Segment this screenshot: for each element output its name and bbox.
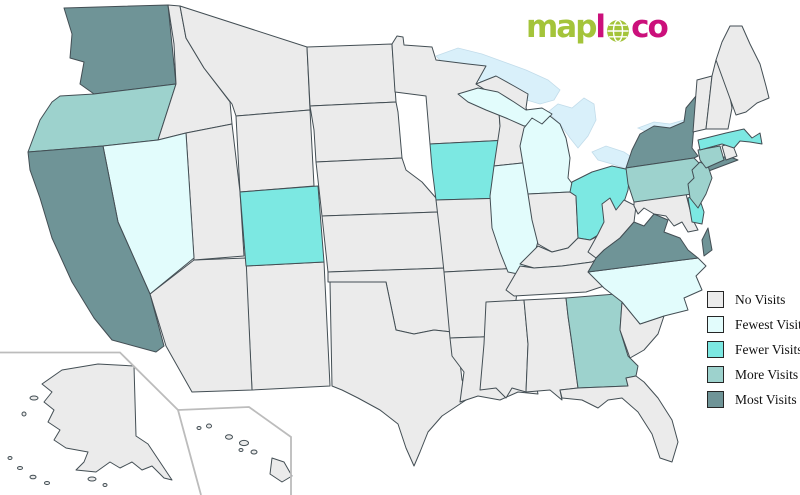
globe-icon xyxy=(606,16,630,50)
states-group xyxy=(7,4,770,487)
alaska-island xyxy=(87,476,97,482)
state-minnesota xyxy=(391,35,511,145)
legend-swatch-fewest-visits xyxy=(707,316,724,333)
legend-item-more-visits: More Visits xyxy=(707,362,800,387)
state-utah xyxy=(185,123,245,261)
inset-border-lines xyxy=(0,351,292,495)
legend-swatch-no-visits xyxy=(707,291,724,308)
state-north-dakota xyxy=(306,43,397,107)
alaska-island xyxy=(44,481,50,485)
alaska-island xyxy=(102,483,108,487)
state-connecticut xyxy=(697,145,725,169)
legend-item-most-visits: Most Visits xyxy=(707,387,800,412)
state-south-dakota xyxy=(309,101,403,163)
hawaii-island xyxy=(250,449,258,455)
state-michigan-upper-peninsula xyxy=(457,87,553,127)
hawaii-island xyxy=(238,448,244,452)
state-wyoming xyxy=(235,109,315,193)
legend-item-fewest-visits: Fewest Visits xyxy=(707,312,800,337)
legend-swatch-most-visits xyxy=(707,391,724,408)
state-colorado xyxy=(239,185,325,267)
legend-item-fewer-visits: Fewer Visits xyxy=(707,337,800,362)
state-hawaii xyxy=(196,423,293,483)
alaska-island xyxy=(7,456,13,460)
legend-label-no-visits: No Visits xyxy=(735,291,786,307)
alaska-inset-border xyxy=(0,351,202,495)
state-new-mexico xyxy=(245,261,331,391)
legend-swatch-more-visits xyxy=(707,366,724,383)
state-kansas xyxy=(321,211,447,273)
state-massachusetts xyxy=(697,128,763,151)
legend-label-fewest-visits: Fewest Visits xyxy=(735,316,800,332)
alaska-island xyxy=(17,466,23,470)
hawaii-island xyxy=(196,426,202,430)
state-florida xyxy=(559,375,679,463)
alaska-island xyxy=(29,474,37,480)
state-michigan-lower-peninsula xyxy=(519,115,575,195)
state-california xyxy=(27,145,165,353)
maploco-logo[interactable]: map l co xyxy=(526,9,669,50)
hawaii-inset-border xyxy=(177,406,292,495)
hawaii-island xyxy=(206,423,212,429)
alaska-island xyxy=(21,411,27,417)
legend-swatch-fewer-visits xyxy=(707,341,724,358)
logo-map-text: map xyxy=(526,9,597,45)
lake-huron-shape xyxy=(547,97,597,149)
state-maine xyxy=(715,25,770,116)
state-nebraska xyxy=(315,157,439,217)
legend-label-most-visits: Most Visits xyxy=(735,391,797,407)
alaska-mainland xyxy=(41,363,173,481)
legend-label-more-visits: More Visits xyxy=(735,366,799,382)
state-washington xyxy=(63,4,177,95)
legend-item-no-visits: No Visits xyxy=(707,287,800,312)
hawaii-island xyxy=(239,439,249,447)
logo-l-text: l xyxy=(595,9,606,45)
alaska-island xyxy=(29,395,39,401)
state-alaska xyxy=(7,363,173,487)
state-mississippi xyxy=(479,299,529,399)
state-virginia-eastern-shore xyxy=(701,227,713,257)
state-north-carolina xyxy=(587,257,707,325)
hawaii-island xyxy=(225,434,233,440)
state-texas xyxy=(329,281,473,467)
legend-label-fewer-visits: Fewer Visits xyxy=(735,341,800,357)
hawaii-big-island xyxy=(269,457,293,483)
logo-co-text: co xyxy=(631,9,669,45)
map-legend: No Visits Fewest Visits Fewer Visits Mor… xyxy=(707,287,800,412)
